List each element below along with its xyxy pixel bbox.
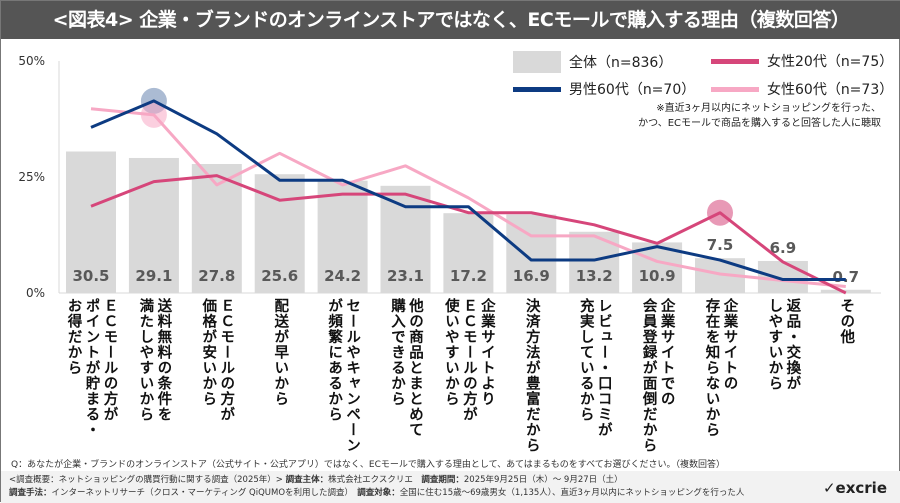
x-tick-label-line: 価格が安いから bbox=[200, 298, 217, 407]
x-tick-label: その他 bbox=[816, 298, 876, 345]
note: ※直近3ヶ月以内にネットショッピングを行った、かつ、ECモールで商品を購入すると… bbox=[561, 101, 881, 131]
x-tick-label-line: ＥＣモールの方が bbox=[460, 298, 477, 422]
x-tick-label: 企業サイトの 存在を知らないから bbox=[690, 298, 750, 438]
legend-swatch bbox=[711, 86, 759, 92]
x-tick-label-line: 返品・交換が bbox=[784, 298, 801, 391]
target: 全国に住む15歳～69歳男女（1,135人）、直近3ヶ月以内にネットショッピング… bbox=[399, 488, 745, 498]
method: インターネットリサーチ（クロス・マーケティング QiQUMOを利用した調査） bbox=[51, 488, 358, 498]
legend-label: 女性60代（n=73） bbox=[767, 82, 894, 98]
legend-all: 全体（n=836） bbox=[513, 51, 672, 73]
chart-title: <図表4> 企業・ブランドのオンラインストアではなく、ECモールで購入する理由（… bbox=[1, 1, 900, 39]
bar-value-label: 23.1 bbox=[387, 267, 424, 285]
bar-value-label: 17.2 bbox=[450, 267, 487, 285]
line-series bbox=[90, 107, 846, 288]
bar-value-label: 25.6 bbox=[261, 267, 298, 285]
x-tick-label: 決済方法が豊富だから bbox=[501, 298, 561, 453]
x-tick-label-line: 企業サイトより bbox=[478, 298, 495, 407]
line-series bbox=[90, 174, 847, 295]
x-tick-label-line: お得だから bbox=[65, 298, 82, 376]
logo: ✓excrie bbox=[822, 479, 887, 497]
bar bbox=[317, 180, 368, 293]
overview: <調査概要：ネットショッピングの購買行動に関する調査（2025年）> bbox=[9, 475, 286, 485]
x-tick-label-line: 会員登録が面倒だから bbox=[640, 298, 657, 453]
method-label: 調査手法： bbox=[9, 488, 52, 498]
x-tick-label: セールやキャンペーン が頻繁にあるから bbox=[313, 298, 373, 453]
legend-swatch bbox=[513, 51, 561, 73]
line-series bbox=[90, 99, 846, 282]
bar-value-label: 13.2 bbox=[576, 267, 613, 285]
bar-value-label: 10.9 bbox=[639, 267, 676, 285]
period: 2025年9月25日（木）～ 9月27日（土） bbox=[463, 475, 623, 485]
target-label: 調査対象： bbox=[357, 488, 400, 498]
bar bbox=[506, 214, 557, 293]
x-tick-label-line: ＥＣモールの方が bbox=[101, 298, 118, 422]
bar bbox=[380, 185, 431, 293]
x-tick-label-line: 配送が早いから bbox=[272, 298, 289, 407]
org: 株式会社エクスクリエ bbox=[328, 475, 422, 485]
y-tick-label: 0% bbox=[26, 286, 45, 300]
bar-value-label: 0.7 bbox=[833, 268, 860, 286]
x-tick-label-line: 使いやすいから bbox=[442, 298, 459, 407]
legend-female60: 女性60代（n=73） bbox=[711, 79, 893, 99]
x-tick-label-line: 企業サイトでの bbox=[658, 298, 675, 407]
legend-label: 男性60代（n=70） bbox=[569, 82, 696, 98]
x-tick-label-line: しやすいから bbox=[766, 298, 783, 391]
x-tick-label-line: 送料無料の条件を bbox=[155, 298, 172, 422]
x-tick-label-line: 購入できるから bbox=[389, 298, 405, 407]
x-tick-label: ＥＣモールの方が ポイントが貯まる・ お得だから bbox=[61, 298, 121, 438]
legend-swatch bbox=[513, 86, 561, 92]
bar bbox=[443, 213, 494, 293]
bar-value-label: 30.5 bbox=[72, 267, 109, 285]
y-tick-label: 25% bbox=[18, 170, 45, 184]
note-line: かつ、ECモールで商品を購入すると回答した人に聴取 bbox=[638, 118, 881, 129]
x-tick-label: 他の商品とまとめて 購入できるから bbox=[376, 298, 436, 438]
x-tick-label: 送料無料の条件を 満たしやすいから bbox=[124, 298, 184, 422]
bar-value-label: 7.5 bbox=[707, 236, 734, 254]
x-tick-label: 企業サイトより ＥＣモールの方が 使いやすいから bbox=[438, 298, 498, 422]
legend-label: 女性20代（n=75） bbox=[767, 54, 894, 70]
x-tick-label: 返品・交換が しやすいから bbox=[753, 298, 813, 391]
question-text: Q：あなたが企業・ブランドのオンラインストア（公式サイト・公式アプリ）ではなく、… bbox=[11, 460, 726, 470]
x-tick-label: レビュー・口コミが 充実しているから bbox=[564, 298, 624, 438]
x-tick-label-line: が頻繁にあるから bbox=[326, 298, 343, 422]
bar bbox=[757, 260, 808, 293]
x-tick-label-line: 決済方法が豊富だから bbox=[523, 298, 540, 453]
x-tick-label: 配送が早いから bbox=[250, 298, 310, 407]
x-tick-label-line: 存在を知らないから bbox=[703, 298, 720, 438]
x-tick-label-line: その他 bbox=[838, 298, 855, 345]
bar-value-label: 27.8 bbox=[198, 267, 235, 285]
logo-text: excrie bbox=[835, 479, 887, 497]
x-tick-label-line: 企業サイトの bbox=[721, 298, 738, 391]
x-tick-label: ＥＣモールの方が 価格が安いから bbox=[187, 298, 247, 422]
bar bbox=[66, 151, 116, 293]
org-label: 調査主体： bbox=[285, 475, 329, 485]
x-tick-label-line: レビュー・口コミが bbox=[595, 298, 612, 438]
legend-male60: 男性60代（n=70） bbox=[513, 79, 695, 99]
x-tick-label: 企業サイトでの 会員登録が面倒だから bbox=[627, 298, 687, 453]
chart: 0% 25% 50% 30.5 29.1 27.8 25.6 24.2 23.1 17.2 16.9… bbox=[18, 54, 881, 300]
x-tick-label-line: ＥＣモールの方が bbox=[218, 298, 235, 422]
x-tick-label-line: 他の商品とまとめて bbox=[407, 298, 423, 438]
x-tick-label-line: ポイントが貯まる・ bbox=[83, 298, 100, 438]
legend-female20: 女性20代（n=75） bbox=[711, 51, 893, 71]
y-tick-label: 50% bbox=[18, 54, 45, 68]
x-tick-label-line: セールやキャンペーン bbox=[344, 298, 361, 453]
bar-value-label: 6.9 bbox=[770, 239, 797, 257]
footer: <調査概要：ネットショッピングの購買行動に関する調査（2025年）> 調査主体：… bbox=[1, 471, 900, 503]
x-tick-label-line: 満たしやすいから bbox=[137, 298, 154, 422]
period-label: 調査期間： bbox=[421, 475, 464, 485]
x-tick-label-line: 充実しているから bbox=[577, 298, 594, 422]
bar-value-label: 24.2 bbox=[324, 267, 361, 285]
legend-swatch bbox=[711, 58, 759, 64]
note-line: ※直近3ヶ月以内にネットショッピングを行った、 bbox=[656, 103, 881, 114]
legend-label: 全体（n=836） bbox=[569, 55, 673, 71]
bar-value-label: 16.9 bbox=[513, 267, 550, 285]
bar-value-label: 29.1 bbox=[135, 267, 172, 285]
